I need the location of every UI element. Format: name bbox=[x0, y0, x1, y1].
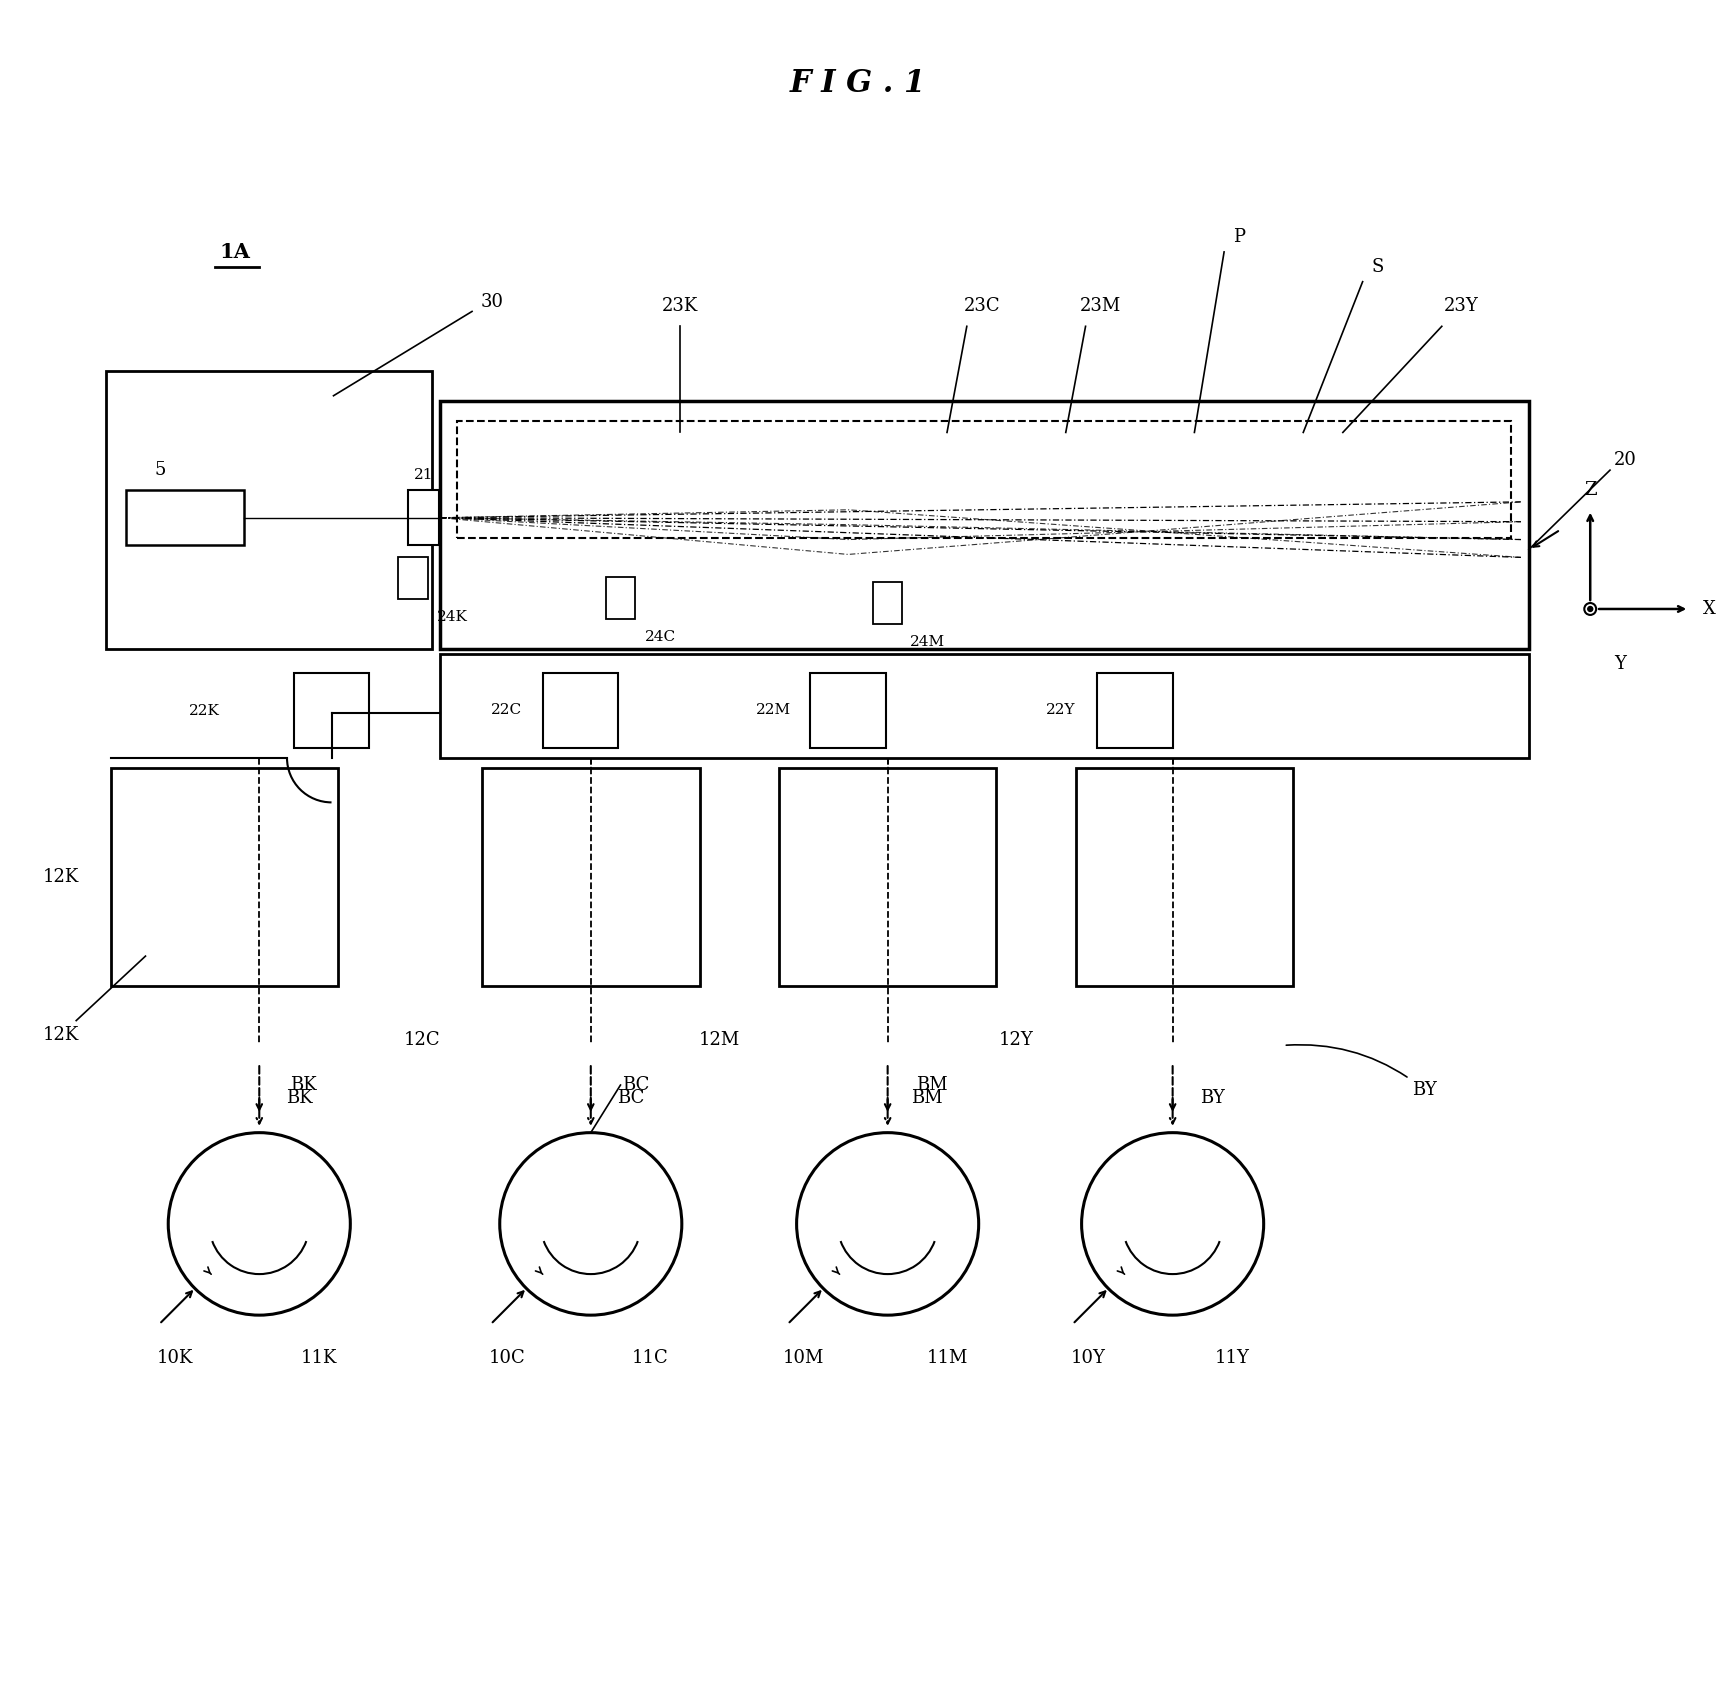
Text: 11K: 11K bbox=[300, 1349, 336, 1366]
Bar bbox=[543, 674, 619, 748]
Text: 24K: 24K bbox=[438, 609, 467, 624]
Bar bbox=[874, 582, 903, 624]
Text: S: S bbox=[1372, 258, 1384, 277]
Text: 10K: 10K bbox=[157, 1349, 193, 1366]
Bar bbox=[605, 577, 636, 619]
Text: 21: 21 bbox=[414, 468, 432, 482]
Bar bbox=[1098, 674, 1173, 748]
Bar bbox=[810, 674, 886, 748]
Bar bbox=[110, 767, 338, 986]
Text: BC: BC bbox=[622, 1076, 650, 1095]
Bar bbox=[779, 767, 996, 986]
Text: 11Y: 11Y bbox=[1215, 1349, 1249, 1366]
Text: BY: BY bbox=[1199, 1089, 1225, 1106]
Bar bbox=[441, 400, 1528, 648]
Text: 10Y: 10Y bbox=[1072, 1349, 1106, 1366]
Bar bbox=[126, 490, 245, 545]
Text: 22C: 22C bbox=[491, 703, 522, 718]
Text: 11C: 11C bbox=[632, 1349, 669, 1366]
Text: BM: BM bbox=[917, 1076, 948, 1095]
Text: 5: 5 bbox=[155, 462, 165, 479]
Text: P: P bbox=[1234, 227, 1246, 246]
Text: 12K: 12K bbox=[43, 1027, 79, 1044]
Text: BK: BK bbox=[291, 1076, 317, 1095]
Text: 12Y: 12Y bbox=[999, 1032, 1034, 1049]
Text: 24M: 24M bbox=[910, 635, 944, 648]
Text: F I G . 1: F I G . 1 bbox=[789, 68, 925, 98]
Text: 22K: 22K bbox=[190, 704, 221, 718]
Text: 23M: 23M bbox=[1080, 297, 1122, 316]
Bar bbox=[482, 767, 700, 986]
Text: BM: BM bbox=[911, 1089, 942, 1106]
Text: 20: 20 bbox=[1613, 451, 1637, 468]
Bar bbox=[457, 421, 1511, 538]
Text: BK: BK bbox=[286, 1089, 312, 1106]
Text: 10C: 10C bbox=[488, 1349, 526, 1366]
Circle shape bbox=[1589, 606, 1592, 611]
Text: 10M: 10M bbox=[782, 1349, 824, 1366]
Bar bbox=[105, 372, 432, 648]
Text: 12C: 12C bbox=[405, 1032, 441, 1049]
Bar bbox=[398, 557, 427, 599]
Bar bbox=[408, 490, 439, 545]
Text: 1A: 1A bbox=[219, 243, 250, 261]
Text: 23Y: 23Y bbox=[1444, 297, 1478, 316]
Text: 22M: 22M bbox=[756, 703, 791, 718]
Text: Z: Z bbox=[1583, 480, 1597, 499]
Bar bbox=[295, 674, 369, 748]
Text: 23K: 23K bbox=[662, 297, 698, 316]
Text: 30: 30 bbox=[481, 292, 503, 311]
Text: 22Y: 22Y bbox=[1046, 703, 1075, 718]
Text: 12M: 12M bbox=[700, 1032, 741, 1049]
Text: 12K: 12K bbox=[43, 867, 79, 886]
Bar bbox=[1075, 767, 1294, 986]
Text: 11M: 11M bbox=[927, 1349, 968, 1366]
Text: BY: BY bbox=[1287, 1045, 1437, 1100]
Bar bbox=[441, 653, 1528, 759]
Text: X: X bbox=[1702, 601, 1716, 618]
Text: 23C: 23C bbox=[963, 297, 999, 316]
Text: 24C: 24C bbox=[644, 630, 675, 643]
Text: BC: BC bbox=[617, 1089, 644, 1106]
Text: Y: Y bbox=[1614, 655, 1627, 672]
